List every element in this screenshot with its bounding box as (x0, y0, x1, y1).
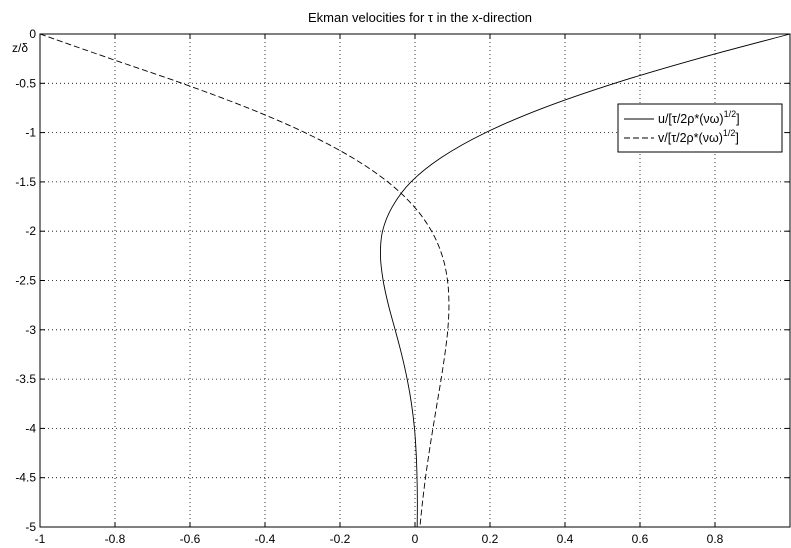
y-tick-label: -1.5 (15, 175, 36, 189)
x-tick-label: 0.6 (632, 532, 649, 546)
x-tick-label: 0.2 (482, 532, 499, 546)
y-tick-label: -4 (25, 421, 36, 435)
legend-label: u/[τ/2ρ*(νω)1/2] (658, 109, 740, 126)
y-tick-label: -3.5 (15, 372, 36, 386)
y-tick-label: -1 (25, 126, 36, 140)
x-tick-label: -0.6 (180, 532, 201, 546)
y-tick-label: -5 (25, 520, 36, 534)
y-tick-label: -2.5 (15, 274, 36, 288)
y-tick-label: 0 (29, 27, 36, 41)
x-tick-label: 0.8 (707, 532, 724, 546)
y-tick-label: -0.5 (15, 76, 36, 90)
x-tick-label: 0.4 (557, 532, 574, 546)
legend-box (617, 103, 783, 153)
y-tick-label: -2 (25, 224, 36, 238)
y-tick-label: -3 (25, 323, 36, 337)
chart-title: Ekman velocities for τ in the x-directio… (308, 10, 532, 25)
series-v-line (39, 33, 450, 528)
x-tick-label: -1 (35, 532, 46, 546)
legend-label: v/[τ/2ρ*(νω)1/2] (658, 128, 739, 145)
y-axis-label: z/δ (12, 41, 28, 55)
x-tick-label: 0 (412, 532, 419, 546)
x-tick-label: -0.4 (255, 532, 276, 546)
axis-ticks: -1 -0.8 -0.6 -0.4 -0.2 0 0.2 0.4 0.6 0.8 0 -0.5 -1 -1… (15, 27, 790, 546)
series-layer (39, 33, 791, 528)
y-tick-label: -4.5 (15, 471, 36, 485)
series-u-line (379, 33, 791, 528)
x-tick-label: -0.2 (330, 532, 351, 546)
legend: u/[τ/2ρ*(νω)1/2] v/[τ/2ρ*(νω)1/2] (617, 103, 783, 153)
x-tick-label: -0.8 (105, 532, 126, 546)
